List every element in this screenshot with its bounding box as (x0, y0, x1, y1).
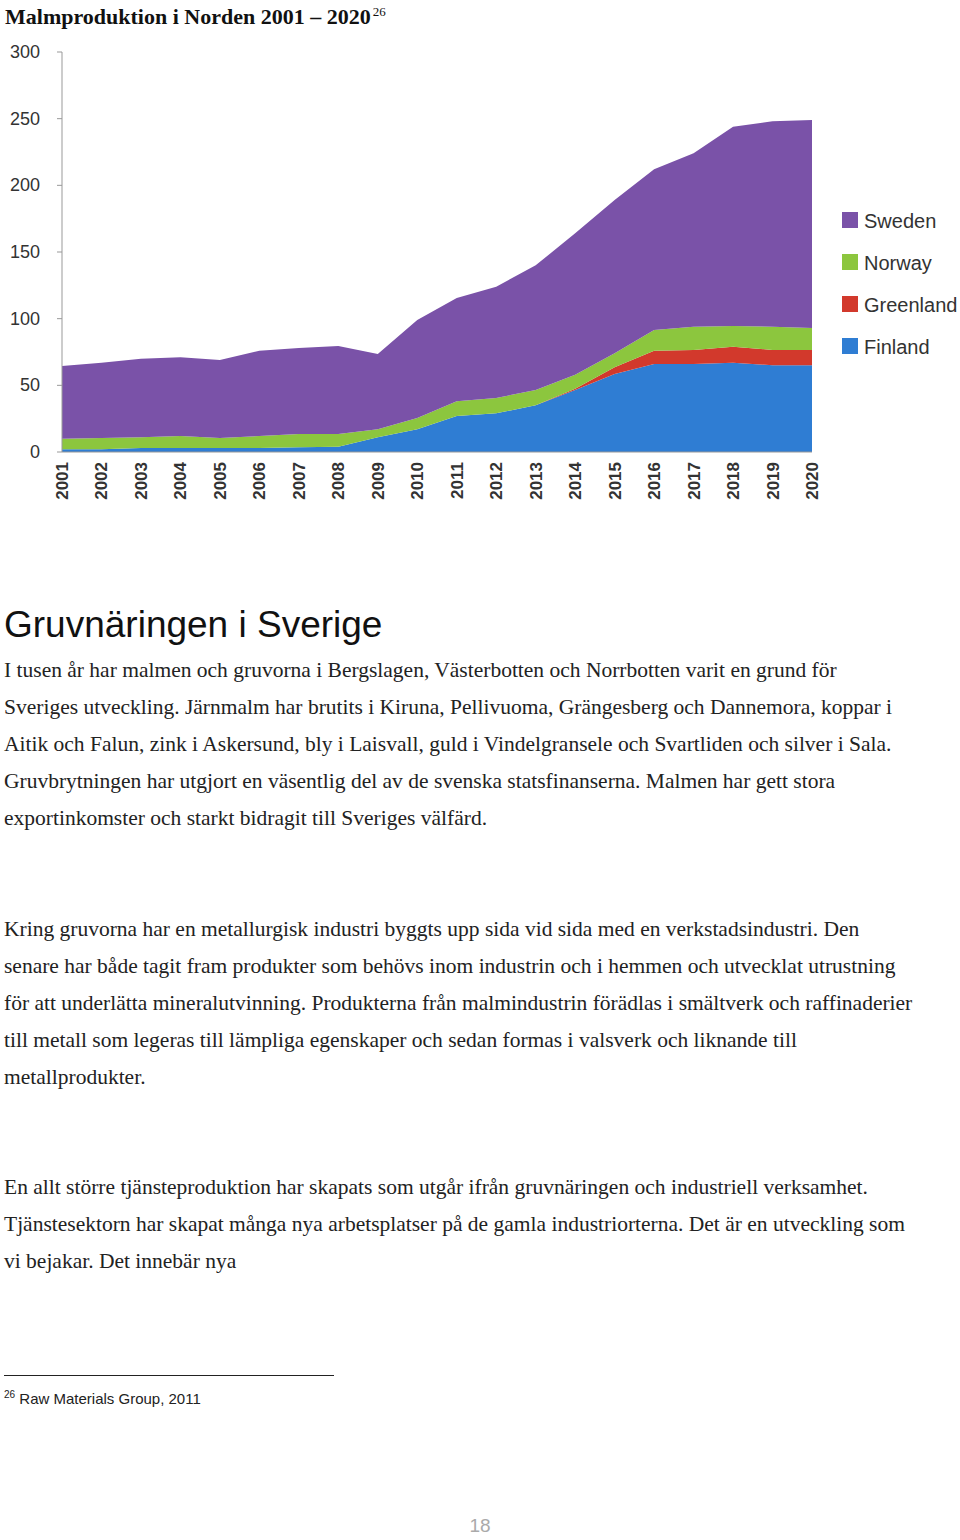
x-tick-label: 2004 (171, 461, 190, 499)
paragraph: I tusen år har malmen och gruvorna i Ber… (4, 652, 914, 837)
legend-swatch (842, 212, 858, 228)
x-tick-label: 2018 (724, 462, 743, 500)
x-tick-label: 2002 (92, 462, 111, 500)
legend-label: Greenland (864, 294, 957, 316)
x-tick-label: 2003 (132, 462, 151, 500)
y-tick-label: 250 (10, 109, 40, 129)
y-tick-label: 150 (10, 242, 40, 262)
x-tick-label: 2017 (685, 462, 704, 500)
y-tick (57, 318, 62, 319)
y-tick (57, 385, 62, 386)
chart: Malmproduktion i Norden 2001 – 202026 0 50… (0, 0, 960, 530)
x-tick-label: 2014 (566, 461, 585, 499)
x-tick-label: 2001 (53, 462, 72, 500)
x-tick-label: 2020 (803, 462, 822, 500)
x-tick-label: 2008 (329, 462, 348, 500)
y-tick (57, 118, 62, 119)
paragraph: Kring gruvorna har en metallurgisk indus… (4, 911, 914, 1096)
y-axis (62, 52, 63, 452)
x-tick-label: 2012 (487, 462, 506, 500)
x-tick-label: 2011 (448, 462, 467, 499)
legend-swatch (842, 254, 858, 270)
y-tick (57, 185, 62, 186)
legend-label: Sweden (864, 210, 936, 232)
footnote-ref: 26 (4, 1389, 15, 1400)
footnote-ref: 26 (373, 4, 387, 19)
areas (62, 120, 812, 452)
x-tick-label: 2009 (369, 462, 388, 500)
legend-label: Norway (864, 252, 932, 274)
legend-swatch (842, 338, 858, 354)
y-tick (57, 52, 62, 53)
legend-swatch (842, 296, 858, 312)
x-tick-label: 2006 (250, 462, 269, 500)
x-tick-label: 2016 (645, 462, 664, 500)
y-tick-label: 0 (30, 442, 40, 462)
paragraph: En allt större tjänsteproduktion har ska… (4, 1169, 914, 1280)
page-number: 18 (0, 1515, 960, 1537)
footnote-text: Raw Materials Group, 2011 (15, 1390, 201, 1407)
x-tick-label: 2015 (606, 462, 625, 500)
x-tick-label: 2005 (211, 462, 230, 500)
x-tick-label: 2013 (527, 462, 546, 500)
heading: Gruvnäringen i Sverige (4, 604, 382, 646)
x-tick-label: 2007 (290, 462, 309, 500)
y-tick-label: 300 (10, 42, 40, 62)
y-tick-label: 50 (20, 375, 40, 395)
footnote: 26 Raw Materials Group, 2011 (4, 1389, 201, 1407)
footnote-rule (4, 1375, 334, 1376)
chart-title: Malmproduktion i Norden 2001 – 2020 (5, 4, 371, 29)
y-tick (57, 452, 62, 453)
x-tick-label: 2010 (408, 462, 427, 500)
y-tick (57, 252, 62, 253)
y-tick-label: 200 (10, 175, 40, 195)
area-sweden (62, 120, 812, 439)
legend-label: Finland (864, 336, 930, 358)
y-tick-label: 100 (10, 309, 40, 329)
x-axis (62, 452, 812, 453)
x-tick-label: 2019 (764, 462, 783, 500)
